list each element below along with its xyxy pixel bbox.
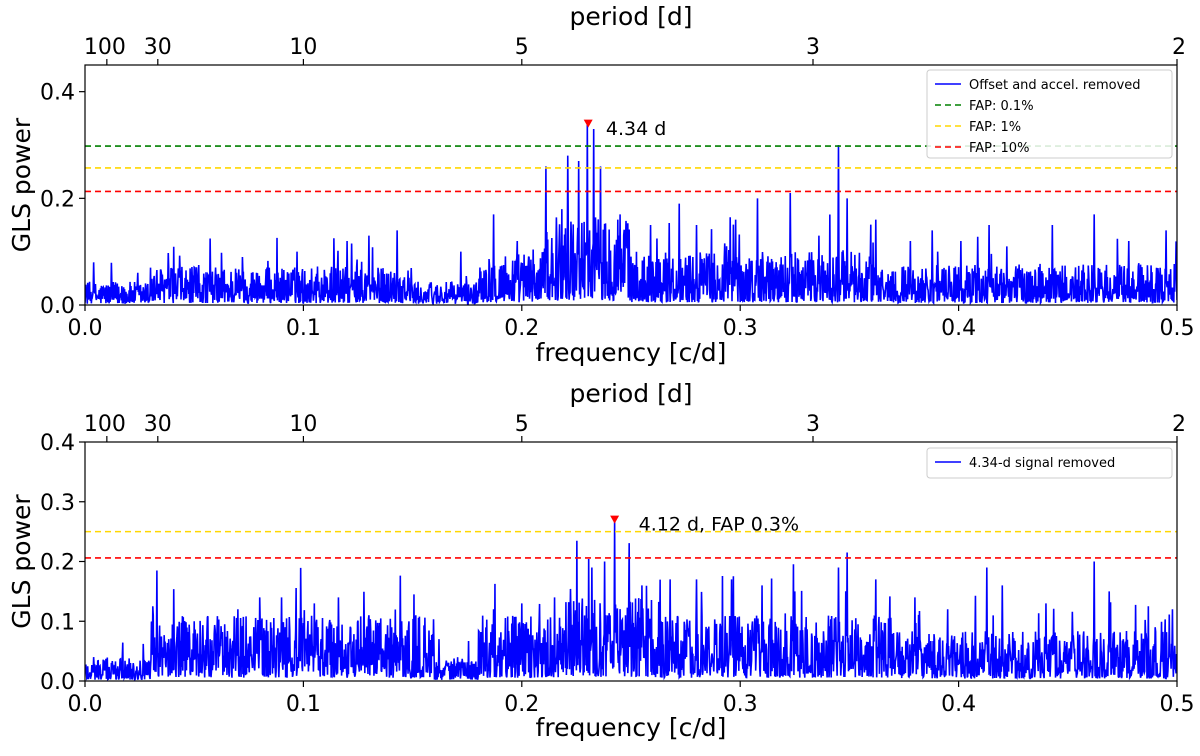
x-tick-label: 0.4 [941, 692, 976, 717]
x-tick-label: 0.2 [504, 316, 539, 341]
panel-bottom [79, 436, 1178, 687]
peak-annotation: 4.12 d, FAP 0.3% [639, 513, 799, 535]
legend-entry-label: Offset and accel. removed [969, 78, 1141, 93]
axes-frame [84, 64, 1178, 306]
legend-box [926, 447, 1173, 479]
period-tick-label: 30 [144, 412, 172, 437]
x-tick-label: 0.4 [941, 316, 976, 341]
x-tick-label: 0.2 [504, 692, 539, 717]
y-tick-label: 0.2 [40, 187, 75, 212]
legend-box [926, 69, 1173, 159]
frequency-axis-label: frequency [c/d] [536, 338, 727, 367]
x-tick-label: 0.0 [68, 692, 103, 717]
period-tick-label: 100 [84, 35, 126, 60]
power-axis-label: GLS power [7, 494, 36, 629]
frequency-axis-label: frequency [c/d] [536, 713, 727, 742]
period-tick-label: 3 [806, 412, 820, 437]
peak-annotation: 4.34 d [606, 118, 666, 140]
legend-entry-label: FAP: 1% [969, 120, 1021, 135]
period-tick-label: 2 [1172, 35, 1186, 60]
x-tick-label: 0.1 [286, 692, 321, 717]
x-tick-label: 0.0 [68, 316, 103, 341]
y-tick-label: 0.0 [40, 294, 75, 319]
period-tick-label: 10 [289, 412, 317, 437]
y-tick-label: 0.3 [40, 491, 75, 516]
peak-marker-triangle [583, 119, 593, 128]
period-tick-label: 10 [289, 35, 317, 60]
period-axis-label: period [d] [570, 379, 693, 408]
period-axis-label: period [d] [570, 2, 693, 31]
period-tick-label: 30 [144, 35, 172, 60]
x-tick-label: 0.3 [723, 316, 758, 341]
x-tick-label: 0.5 [1160, 316, 1195, 341]
y-tick-label: 0.4 [40, 431, 75, 456]
power-axis-label: GLS power [7, 117, 36, 252]
power-series-top [85, 123, 1177, 305]
y-tick-label: 0.1 [40, 610, 75, 635]
panel-top [79, 59, 1178, 311]
legend-entry-label: FAP: 10% [969, 141, 1029, 156]
period-tick-label: 2 [1172, 412, 1186, 437]
x-tick-label: 0.3 [723, 692, 758, 717]
period-tick-label: 5 [515, 35, 529, 60]
legend-entry-label: 4.34-d signal removed [969, 456, 1115, 471]
y-tick-label: 0.2 [40, 551, 75, 576]
period-tick-label: 3 [806, 35, 820, 60]
y-tick-label: 0.4 [40, 81, 75, 106]
power-series-bottom [85, 519, 1177, 681]
y-tick-label: 0.0 [40, 670, 75, 695]
x-tick-label: 0.5 [1160, 692, 1195, 717]
period-tick-label: 100 [84, 412, 126, 437]
peak-marker-triangle [610, 515, 620, 524]
legend-entry-label: FAP: 0.1% [969, 99, 1034, 114]
period-tick-label: 5 [515, 412, 529, 437]
x-tick-label: 0.1 [286, 316, 321, 341]
